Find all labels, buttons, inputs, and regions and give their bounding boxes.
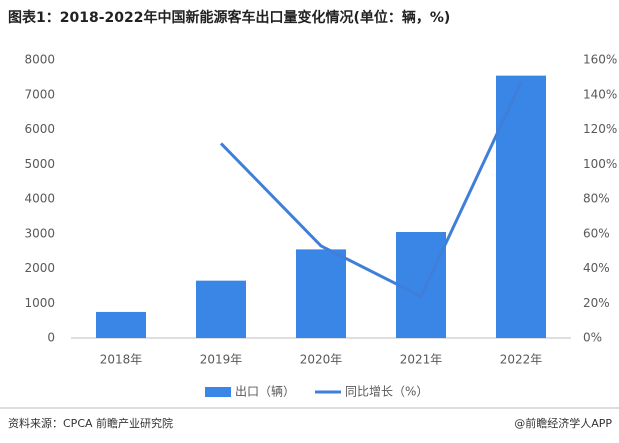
x-tick-label: 2021年 [400,353,443,367]
y-tick-label: 4000 [24,192,55,206]
y2-tick-label: 120% [583,122,617,136]
credit: @前瞻经济学人APP [514,416,612,430]
y2-tick-label: 0% [583,331,602,345]
y2-tick-label: 80% [583,192,610,206]
y-tick-label: 6000 [24,122,55,136]
line [219,81,523,299]
x-tick-label: 2018年 [100,353,143,367]
y2-tick-label: 40% [583,261,610,275]
legend-marker [205,387,231,397]
source: 资料来源：CPCA 前瞻产业研究院 [8,416,173,430]
bar [296,249,346,338]
y-tick-label: 5000 [24,157,55,171]
chart-title: 图表1：2018-2022年中国新能源客车出口量变化情况(单位：辆，%) [8,9,450,26]
y2-tick-label: 140% [583,87,617,101]
y2-tick-label: 60% [583,226,610,240]
y2-tick-label: 160% [583,53,617,67]
y-tick-label: 0 [47,331,55,345]
y2-tick-label: 20% [583,296,610,310]
bar [396,232,446,338]
bar [496,75,546,338]
legend-label: 同比增长（%） [345,385,428,399]
y-tick-label: 7000 [24,87,55,101]
y-tick-label: 8000 [24,53,55,67]
x-tick-label: 2020年 [300,353,343,367]
y2-tick-label: 100% [583,157,617,171]
legend-label: 出口（辆） [235,385,295,399]
y-tick-label: 2000 [24,261,55,275]
y-tick-label: 1000 [24,296,55,310]
x-tick-label: 2022年 [500,353,543,367]
x-tick-label: 2019年 [200,353,243,367]
bar [196,280,246,338]
y-tick-label: 3000 [24,226,55,240]
bar [96,311,146,338]
